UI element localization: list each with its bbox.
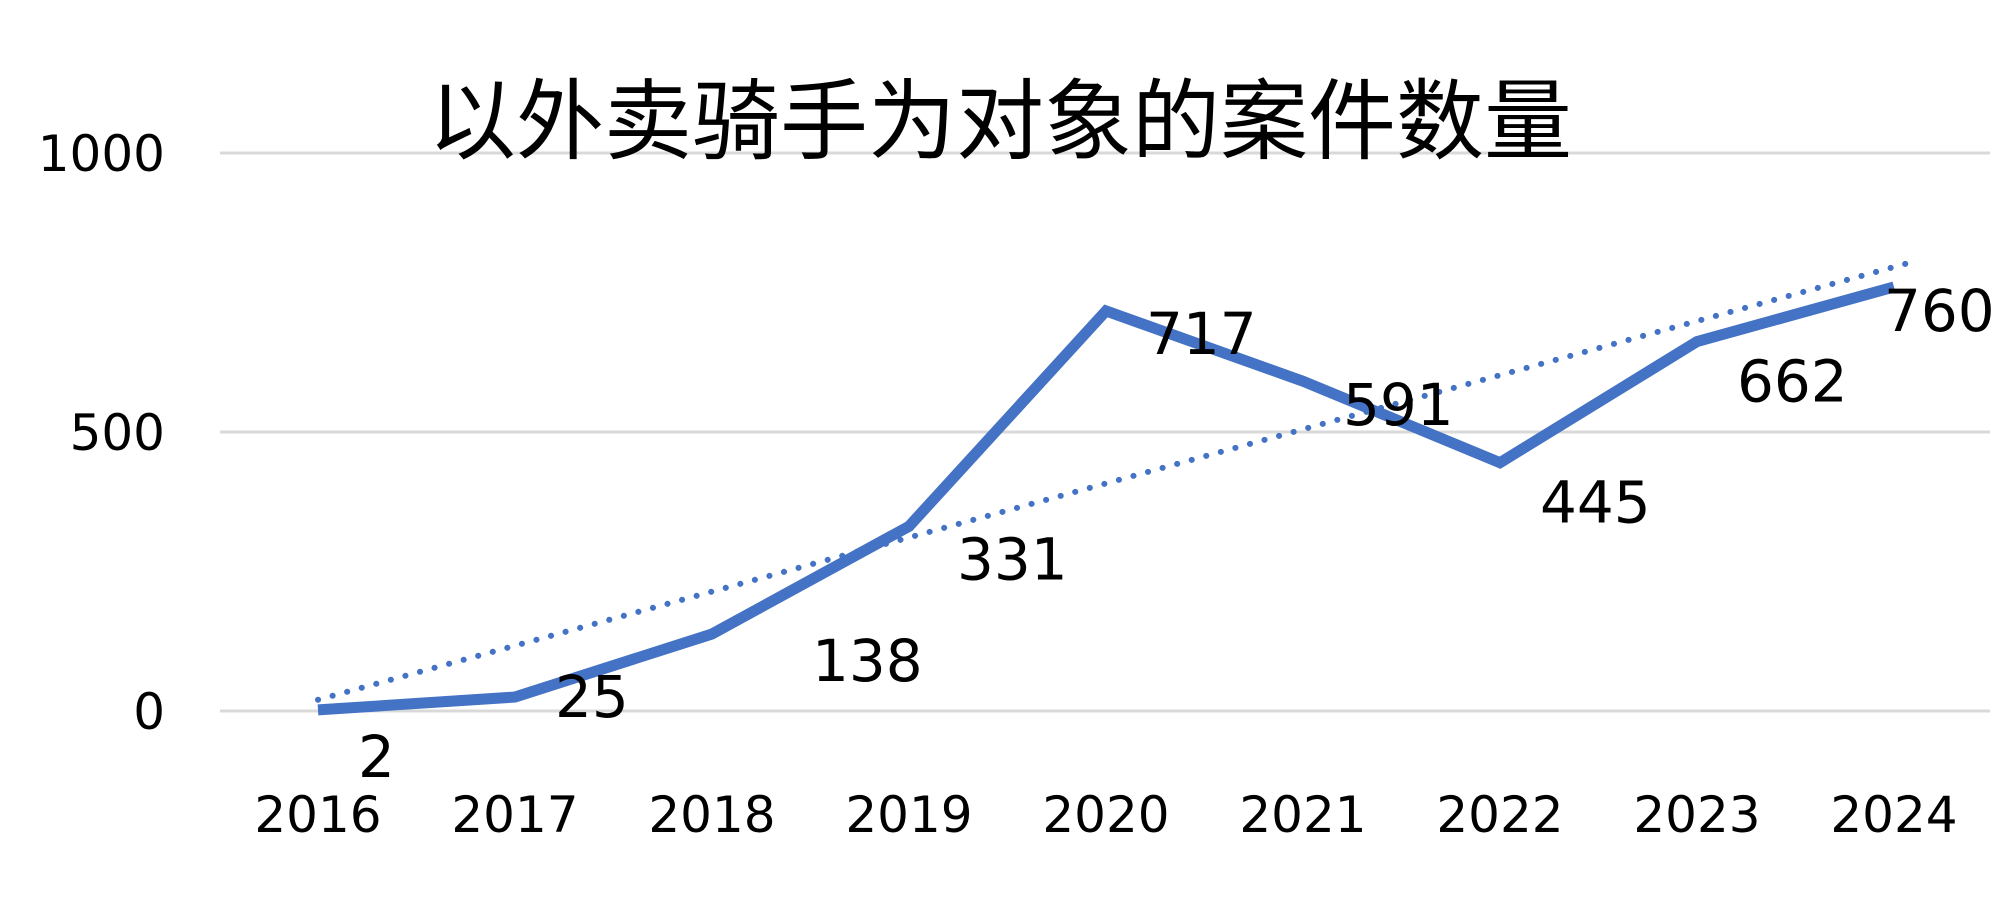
data-label: 2 <box>358 723 395 791</box>
trendline <box>315 260 1909 703</box>
x-tick-label: 2019 <box>845 786 972 844</box>
x-tick-label: 2017 <box>451 786 578 844</box>
y-tick-label: 500 <box>70 404 165 462</box>
gridlines <box>220 151 1990 713</box>
y-tick-label: 0 <box>133 683 165 741</box>
x-tick-label: 2018 <box>648 786 775 844</box>
data-label: 331 <box>957 525 1068 593</box>
series-line <box>317 281 1896 716</box>
data-label: 138 <box>812 627 923 695</box>
data-label: 25 <box>555 663 629 731</box>
x-tick-label: 2021 <box>1239 786 1366 844</box>
x-tick-label: 2020 <box>1042 786 1169 844</box>
x-axis-ticks: 2016 2017 2018 2019 2020 2021 2022 2023 2024 <box>254 786 1957 844</box>
chart-title: 以外卖骑手为对象的案件数量 <box>428 70 1572 173</box>
x-tick-label: 2016 <box>254 786 381 844</box>
trendline-group <box>315 260 1909 703</box>
y-tick-label: 1000 <box>38 125 165 183</box>
data-label: 760 <box>1884 277 1995 345</box>
x-tick-label: 2023 <box>1633 786 1760 844</box>
series-group <box>317 281 1896 716</box>
data-label: 445 <box>1540 469 1651 537</box>
data-labels: 2 25 138 331 717 591 445 662 760 <box>358 277 1995 791</box>
y-axis-ticks: 0 500 1000 <box>38 125 165 741</box>
data-label: 662 <box>1737 348 1848 416</box>
x-tick-label: 2024 <box>1830 786 1957 844</box>
data-label: 717 <box>1146 300 1257 368</box>
x-tick-label: 2022 <box>1436 786 1563 844</box>
data-label: 591 <box>1343 371 1454 439</box>
